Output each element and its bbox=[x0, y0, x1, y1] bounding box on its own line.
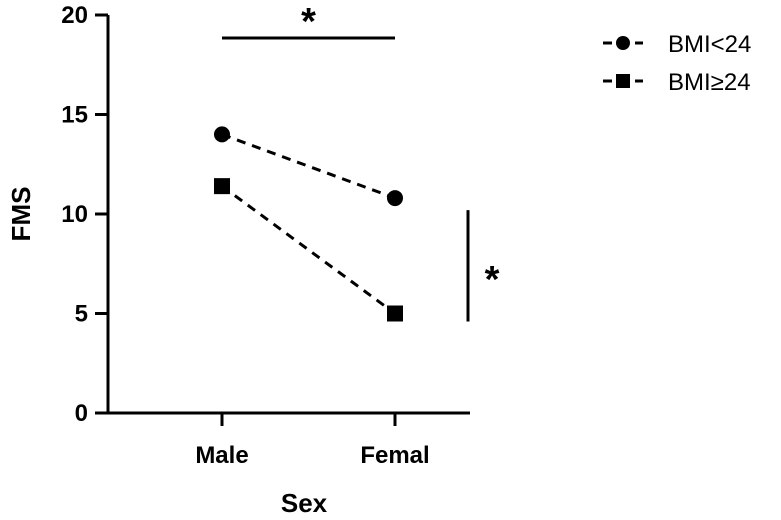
y-tick-label: 0 bbox=[75, 400, 88, 427]
y-tick-label: 5 bbox=[75, 301, 88, 328]
annotation-layer: ** bbox=[222, 1, 500, 322]
y-tick-label: 10 bbox=[61, 201, 88, 228]
x-tick-label: Femal bbox=[360, 442, 429, 469]
legend-item-circle: BMI<24 bbox=[603, 31, 751, 58]
series-line-square bbox=[221, 184, 396, 315]
significance-star-vertical: * bbox=[485, 259, 500, 301]
data-point-circle-male bbox=[214, 126, 230, 143]
legend: BMI<24 BMI≥24 bbox=[603, 31, 751, 96]
y-axis-title: FMS bbox=[6, 187, 36, 242]
series-circle bbox=[214, 126, 403, 207]
x-ticks: Male Femal bbox=[195, 413, 430, 469]
x-axis-title: Sex bbox=[281, 488, 328, 518]
legend-marker-square bbox=[616, 74, 630, 88]
legend-label: BMI≥24 bbox=[668, 69, 751, 96]
legend-marker-circle bbox=[616, 36, 630, 50]
significance-star-horizontal: * bbox=[301, 1, 316, 43]
data-point-square-femal bbox=[387, 305, 403, 322]
series-square bbox=[214, 178, 403, 322]
data-point-square-male bbox=[214, 178, 230, 195]
data-point-circle-femal bbox=[387, 190, 403, 207]
legend-item-square: BMI≥24 bbox=[603, 69, 751, 96]
legend-label: BMI<24 bbox=[668, 31, 751, 58]
x-tick-label: Male bbox=[195, 442, 248, 469]
y-tick-label: 15 bbox=[61, 102, 88, 129]
series-layer bbox=[214, 126, 403, 322]
series-line-circle bbox=[221, 132, 396, 200]
y-tick-label: 20 bbox=[61, 2, 88, 29]
y-ticks: 0 5 10 15 20 bbox=[61, 2, 108, 427]
